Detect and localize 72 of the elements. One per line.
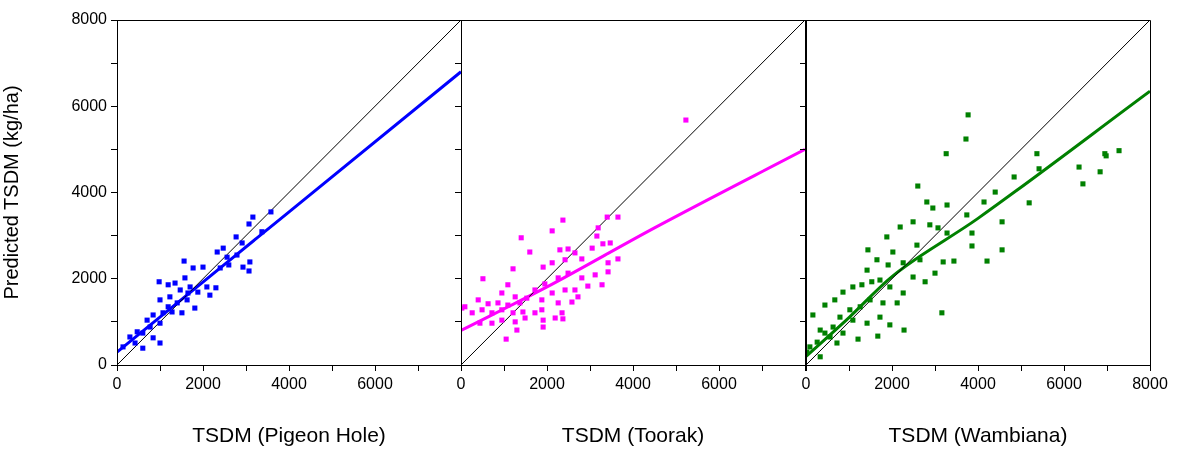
point — [187, 284, 193, 290]
point — [144, 317, 150, 323]
point — [224, 254, 230, 260]
y-tick-label: 6000 — [71, 96, 108, 114]
point — [150, 312, 156, 318]
point — [181, 258, 187, 264]
y-tick-label: 8000 — [71, 10, 108, 28]
point — [120, 344, 126, 350]
point — [200, 264, 206, 270]
point — [157, 320, 163, 326]
x-axis-title: TSDM (Toorak) — [561, 423, 705, 447]
x-axis-title: TSDM (Wambiana) — [888, 423, 1068, 447]
point — [217, 265, 223, 271]
y-tick-label: 2000 — [71, 269, 108, 287]
point — [165, 282, 171, 288]
point — [268, 209, 274, 215]
x-tick-label: 0 — [112, 375, 122, 393]
point — [132, 340, 138, 346]
point — [185, 290, 191, 296]
x-tick-label: 2000 — [529, 375, 565, 393]
point — [172, 280, 178, 286]
point — [150, 335, 156, 341]
point — [167, 294, 173, 300]
x-tick-label: 0 — [801, 375, 811, 393]
point — [214, 249, 220, 255]
point — [239, 240, 245, 246]
point — [250, 214, 256, 220]
x-axis-title: TSDM (Pigeon Hole) — [192, 423, 386, 447]
point — [160, 310, 166, 316]
x-tick-label: 4000 — [271, 375, 307, 393]
point — [127, 334, 133, 340]
point — [190, 265, 196, 271]
point — [234, 252, 240, 258]
x-tick-label: 6000 — [1046, 375, 1082, 393]
point — [247, 259, 253, 265]
point — [195, 289, 201, 295]
y-tick-label: 0 — [98, 355, 108, 373]
point — [182, 275, 188, 281]
x-tick-label: 8000 — [1132, 375, 1168, 393]
point — [246, 221, 252, 227]
x-tick-label: 4000 — [615, 375, 651, 393]
point — [179, 310, 185, 316]
point — [165, 304, 171, 310]
point — [226, 262, 232, 268]
x-tick-label: 2000 — [874, 375, 910, 393]
point — [192, 305, 198, 311]
point — [177, 287, 183, 293]
point — [246, 268, 252, 274]
x-tick-label: 0 — [456, 375, 466, 393]
point — [259, 229, 265, 235]
x-tick-label: 2000 — [185, 375, 221, 393]
x-tick-label: 6000 — [357, 375, 393, 393]
point — [169, 309, 175, 315]
point — [204, 284, 210, 290]
point — [184, 297, 190, 303]
point — [157, 297, 163, 303]
x-tick-label: 4000 — [960, 375, 996, 393]
point — [207, 292, 213, 298]
point — [140, 345, 146, 351]
point — [147, 324, 153, 330]
point — [174, 300, 180, 306]
point — [240, 264, 246, 270]
point — [233, 234, 239, 240]
point — [220, 245, 226, 251]
point — [134, 329, 140, 335]
point — [156, 279, 162, 285]
x-tick-label: 6000 — [701, 375, 737, 393]
point — [213, 285, 219, 291]
y-axis-title: Predicted TSDM (kg/ha) — [0, 85, 22, 300]
y-tick-label: 4000 — [71, 182, 108, 200]
point — [140, 330, 146, 336]
point — [157, 340, 163, 346]
